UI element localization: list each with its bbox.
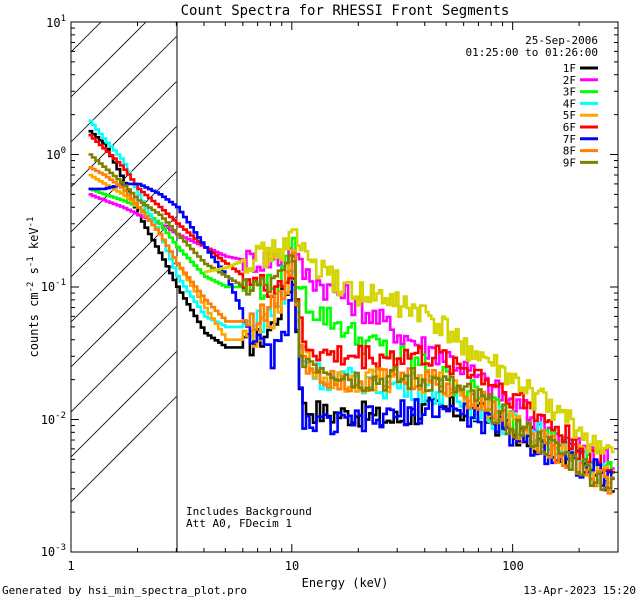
y-tick-label: 10-1 <box>41 278 66 294</box>
legend-label: 2F <box>563 74 576 87</box>
legend-label: 1F <box>563 62 576 75</box>
hatch-line <box>71 22 147 98</box>
axis-ticks <box>70 21 619 553</box>
footer-timestamp: 13-Apr-2023 15:20 <box>523 584 636 597</box>
legend-label: 3F <box>563 86 576 99</box>
y-tick-label: 101 <box>46 14 66 30</box>
hatch-lines <box>71 0 177 503</box>
y-tick-label: 10-2 <box>41 411 66 427</box>
chart-title: Count Spectra for RHESSI Front Segments <box>181 3 510 19</box>
note-attenuator: Att A0, FDecim 1 <box>186 517 292 530</box>
note-background: Includes Background <box>186 505 312 518</box>
legend-label: 4F <box>563 97 576 110</box>
x-tick-label: 10 <box>285 559 299 573</box>
time-range-label: 01:25:00 to 01:26:00 <box>466 46 598 59</box>
hatch-line <box>71 261 177 368</box>
series-group <box>88 119 615 495</box>
footer-generated-by: Generated by hsi_min_spectra_plot.pro <box>2 584 247 597</box>
y-tick-label: 10-3 <box>41 543 66 559</box>
hatched-region <box>71 0 178 552</box>
series-line-extra <box>203 228 615 455</box>
legend-label: 9F <box>563 156 576 169</box>
hatch-line <box>71 81 177 188</box>
hatched-region-box <box>71 22 178 552</box>
date-label: 25-Sep-2006 <box>525 34 598 47</box>
y-axis-label: counts cm-2 s-1 keV-1 <box>26 217 41 358</box>
hatch-line <box>71 36 177 143</box>
hatch-line <box>71 396 177 503</box>
x-tick-label: 1 <box>67 559 74 573</box>
x-tick-labels: 1 10 100 <box>67 559 523 573</box>
y-tick-label: 100 <box>46 146 66 162</box>
hatch-line <box>71 0 176 7</box>
series-line-2F <box>88 193 615 470</box>
legend-label: 6F <box>563 121 576 134</box>
hatch-line <box>71 171 177 278</box>
series-line-7F <box>88 182 615 492</box>
x-axis-label: Energy (keV) <box>302 576 389 590</box>
y-tick-labels: 10-3 10-2 10-1 100 101 <box>41 14 66 559</box>
hatch-line <box>71 216 177 323</box>
legend-label: 7F <box>563 133 576 146</box>
hatch-line <box>71 306 177 413</box>
legend-label: 5F <box>563 109 576 122</box>
hatch-line <box>71 351 177 458</box>
x-tick-label: 100 <box>502 559 524 573</box>
series-line-9F <box>88 153 615 491</box>
hatch-line <box>71 22 102 53</box>
series-line-6F <box>88 133 615 474</box>
legend-label: 8F <box>563 145 576 158</box>
